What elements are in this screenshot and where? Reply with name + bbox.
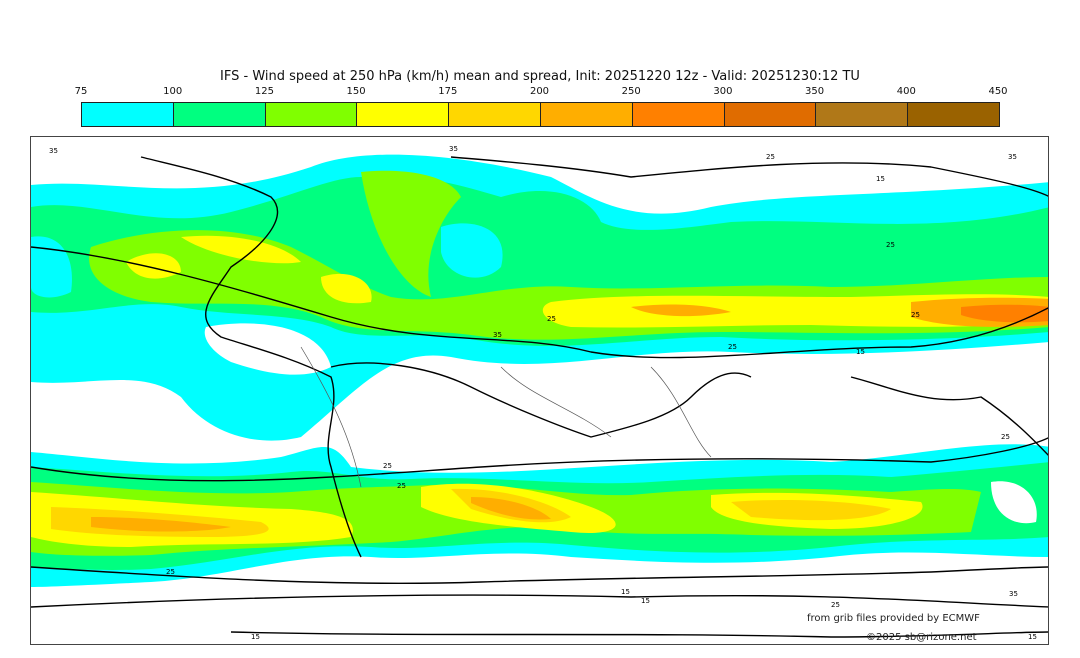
colorbar-tick-label: 450 xyxy=(988,86,1008,97)
spread-contour-label: 15 xyxy=(856,348,865,356)
spread-contour-label: 25 xyxy=(911,311,920,319)
colorbar-tick-label: 300 xyxy=(713,86,733,97)
colorbar-swatch xyxy=(449,103,541,126)
spread-contour-label: 25 xyxy=(831,601,840,609)
spread-contour-label: 15 xyxy=(641,597,650,605)
copyright-credit: ©2025 sb@rizone.net xyxy=(866,632,977,643)
colorbar-swatch xyxy=(816,103,909,126)
chart-title: IFS - Wind speed at 250 hPa (km/h) mean … xyxy=(220,69,860,84)
spread-contour-label: 25 xyxy=(397,482,406,490)
colorbar-legend xyxy=(81,102,1000,127)
colorbar-tick-label: 100 xyxy=(163,86,183,97)
spread-contour-label: 15 xyxy=(251,633,260,641)
spread-contour-label: 25 xyxy=(547,315,556,323)
coastlines xyxy=(31,156,1048,638)
colorbar-swatch xyxy=(82,103,174,126)
wind-band-150-north xyxy=(126,235,1048,328)
colorbar-ticks: 75 100 125 150 175 200 250 300 350 400 450 xyxy=(75,86,1008,100)
spread-contour-label: 35 xyxy=(1009,590,1018,598)
colorbar-swatch xyxy=(632,103,725,126)
spread-contour-label: 15 xyxy=(876,175,885,183)
colorbar-tick-label: 125 xyxy=(254,86,274,97)
map-canvas: 35 35 25 15 35 25 25 25 35 25 15 25 25 25 25 15 25 15 15 35… xyxy=(31,145,1048,641)
colorbar-tick-label: 400 xyxy=(896,86,916,97)
spread-contour-label: 35 xyxy=(449,145,458,153)
colorbar-tick-label: 150 xyxy=(346,86,366,97)
data-source-credit: from grib files provided by ECMWF xyxy=(807,613,980,624)
spread-contour-label: 35 xyxy=(493,331,502,339)
spread-contour-label: 15 xyxy=(1028,633,1037,641)
colorbar-swatch xyxy=(908,103,999,126)
spread-contour-label: 25 xyxy=(383,462,392,470)
spread-contour-label: 15 xyxy=(621,588,630,596)
spread-contour-label: 35 xyxy=(49,147,58,155)
colorbar-swatch xyxy=(265,103,358,126)
colorbar-tick-label: 200 xyxy=(529,86,550,97)
spread-contour-label: 35 xyxy=(1008,153,1017,161)
colorbar-swatch xyxy=(724,103,817,126)
spread-contour-label: 25 xyxy=(166,568,175,576)
wind-band-200-south xyxy=(91,497,551,532)
colorbar-swatch xyxy=(540,103,633,126)
wind-speed-map: 35 35 25 15 35 25 25 25 35 25 15 25 25 25 25 15 25 15 15 35… xyxy=(30,136,1049,645)
spread-contour-label: 25 xyxy=(1001,433,1010,441)
spread-contour-label: 25 xyxy=(728,343,737,351)
wind-band-200-north xyxy=(631,297,1048,327)
colorbar-swatch xyxy=(173,103,266,126)
colorbar-tick-label: 75 xyxy=(74,86,88,97)
wind-band-175-south xyxy=(51,488,891,537)
colorbar-swatch xyxy=(357,103,450,126)
colorbar-tick-label: 250 xyxy=(621,86,641,97)
spread-contour-label: 25 xyxy=(886,241,895,249)
colorbar-tick-label: 350 xyxy=(805,86,825,97)
colorbar-tick-label: 175 xyxy=(438,86,458,97)
spread-contour-label: 25 xyxy=(766,153,775,161)
